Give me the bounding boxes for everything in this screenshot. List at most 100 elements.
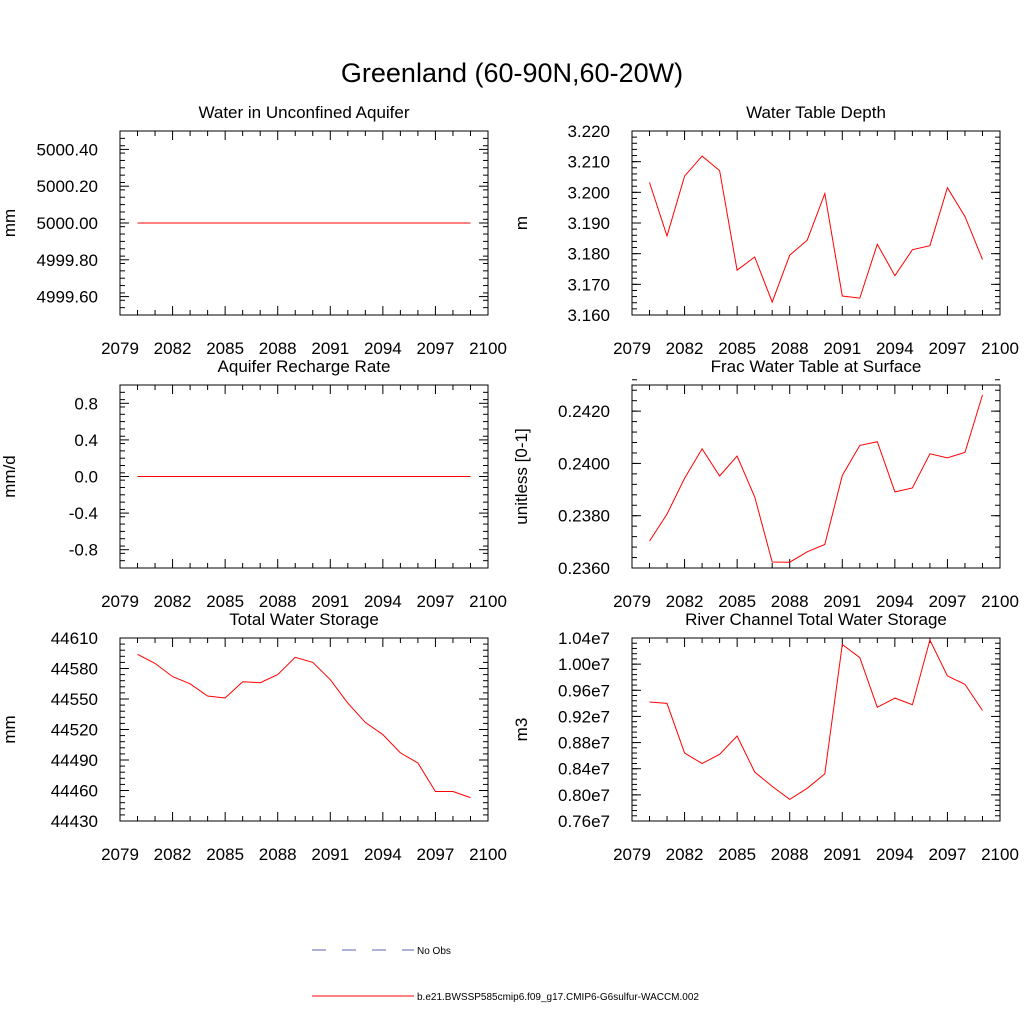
x-tick-label: 2100 xyxy=(981,339,1019,358)
y-tick-label: 0.96e7 xyxy=(558,681,610,700)
chart-panel: Water Table Depth m 2079 2082 2085 2088 2091 20… xyxy=(512,103,1019,358)
x-tick-label: 2094 xyxy=(364,592,402,611)
x-tick-label: 2097 xyxy=(929,339,967,358)
series-line xyxy=(649,394,983,563)
y-tick-label: 0.88e7 xyxy=(558,734,610,753)
panel-title: Total Water Storage xyxy=(229,610,379,629)
x-tick-label: 2082 xyxy=(666,845,704,864)
x-tick-label: 2079 xyxy=(101,845,139,864)
x-tick-label: 2082 xyxy=(154,339,192,358)
y-axis-label: mm/d xyxy=(0,455,19,498)
x-tick-label: 2100 xyxy=(469,339,507,358)
y-tick-label: 5000.00 xyxy=(37,214,98,233)
y-tick-label: 0.2420 xyxy=(558,402,610,421)
y-axis-label: unitless [0-1] xyxy=(512,428,531,524)
y-axis-label: m3 xyxy=(512,718,531,742)
y-tick-label: 44610 xyxy=(51,629,98,648)
chart-panel: Frac Water Table at Surface unitless [0-1… xyxy=(512,357,1019,611)
panel-title: Aquifer Recharge Rate xyxy=(218,357,391,376)
x-tick-label: 2085 xyxy=(206,845,244,864)
y-tick-label: 3.180 xyxy=(567,245,610,264)
series-line xyxy=(137,653,471,799)
y-tick-label: 3.170 xyxy=(567,275,610,294)
y-tick-label: 44430 xyxy=(51,812,98,831)
plot-frame xyxy=(119,637,489,822)
x-tick-label: 2088 xyxy=(259,592,297,611)
y-tick-label: 0.80e7 xyxy=(558,786,610,805)
panel-title: Water Table Depth xyxy=(746,103,886,122)
x-tick-label: 2088 xyxy=(259,339,297,358)
y-tick-label: 5000.20 xyxy=(37,177,98,196)
y-tick-label: 3.210 xyxy=(567,153,610,172)
y-tick-label: 0.2380 xyxy=(558,507,610,526)
y-tick-label: -0.4 xyxy=(69,504,98,523)
y-tick-label: 5000.40 xyxy=(37,140,98,159)
page-title: Greenland (60-90N,60-20W) xyxy=(341,58,683,88)
chart-panel: Aquifer Recharge Rate mm/d 2079 2082 2085 208… xyxy=(0,357,507,611)
x-tick-label: 2079 xyxy=(101,592,139,611)
y-tick-label: 0.2360 xyxy=(558,559,610,578)
x-tick-label: 2082 xyxy=(154,592,192,611)
y-tick-label: 0.0 xyxy=(74,468,98,487)
x-tick-label: 2097 xyxy=(929,845,967,864)
x-tick-label: 2097 xyxy=(929,592,967,611)
x-tick-label: 2100 xyxy=(981,845,1019,864)
x-tick-label: 2091 xyxy=(823,339,861,358)
y-axis-label: mm xyxy=(0,209,19,237)
y-axis-label: m xyxy=(512,216,531,230)
y-tick-label: 3.160 xyxy=(567,306,610,325)
x-tick-label: 2079 xyxy=(613,339,651,358)
y-tick-label: 3.220 xyxy=(567,122,610,141)
x-tick-label: 2085 xyxy=(206,592,244,611)
panel-title: Frac Water Table at Surface xyxy=(711,357,922,376)
x-tick-label: 2091 xyxy=(823,845,861,864)
x-tick-label: 2091 xyxy=(823,592,861,611)
x-tick-label: 2097 xyxy=(417,592,455,611)
panel-title: River Channel Total Water Storage xyxy=(685,610,947,629)
y-tick-label: 44580 xyxy=(51,660,98,679)
x-tick-label: 2097 xyxy=(417,339,455,358)
x-tick-label: 2088 xyxy=(259,845,297,864)
x-tick-label: 2094 xyxy=(876,339,914,358)
x-tick-label: 2088 xyxy=(771,339,809,358)
chart-panels: Water in Unconfined Aquifer mm 2079 2082 208… xyxy=(0,103,1019,864)
x-tick-label: 2091 xyxy=(311,845,349,864)
x-tick-label: 2085 xyxy=(718,845,756,864)
x-tick-label: 2085 xyxy=(718,592,756,611)
y-tick-label: 44460 xyxy=(51,782,98,801)
y-tick-label: 44520 xyxy=(51,721,98,740)
y-tick-label: -0.8 xyxy=(69,541,98,560)
y-tick-label: 0.4 xyxy=(74,431,98,450)
x-tick-label: 2088 xyxy=(771,845,809,864)
x-tick-label: 2091 xyxy=(311,592,349,611)
y-tick-label: 3.190 xyxy=(567,214,610,233)
x-tick-label: 2085 xyxy=(206,339,244,358)
x-tick-label: 2094 xyxy=(364,845,402,864)
x-tick-label: 2085 xyxy=(718,339,756,358)
x-tick-label: 2100 xyxy=(981,592,1019,611)
plot-frame xyxy=(631,130,1001,316)
legend-model-label: b.e21.BWSSP585cmip6.f09_g17.CMIP6-G6sulf… xyxy=(417,992,699,1003)
plot-frame xyxy=(631,637,1001,822)
series-line xyxy=(649,155,983,304)
x-tick-label: 2082 xyxy=(666,339,704,358)
x-tick-label: 2079 xyxy=(613,845,651,864)
chart-panel: Water in Unconfined Aquifer mm 2079 2082 208… xyxy=(0,103,507,358)
legend-obs-label: No Obs xyxy=(417,946,451,957)
panel-title: Water in Unconfined Aquifer xyxy=(198,103,409,122)
x-tick-label: 2094 xyxy=(876,592,914,611)
y-tick-label: 0.84e7 xyxy=(558,760,610,779)
plot-frame xyxy=(631,384,1001,569)
y-tick-label: 4999.60 xyxy=(37,288,98,307)
y-tick-label: 1.04e7 xyxy=(558,629,610,648)
y-tick-label: 44490 xyxy=(51,751,98,770)
y-tick-label: 0.2400 xyxy=(558,454,610,473)
x-tick-label: 2097 xyxy=(417,845,455,864)
y-tick-label: 1.00e7 xyxy=(558,655,610,674)
x-tick-label: 2100 xyxy=(469,845,507,864)
legend: No Obs b.e21.BWSSP585cmip6.f09_g17.CMIP6… xyxy=(312,946,699,1003)
chart-panel: River Channel Total Water Storage m3 2079 2… xyxy=(512,610,1019,864)
x-tick-label: 2100 xyxy=(469,592,507,611)
y-tick-label: 0.8 xyxy=(74,394,98,413)
